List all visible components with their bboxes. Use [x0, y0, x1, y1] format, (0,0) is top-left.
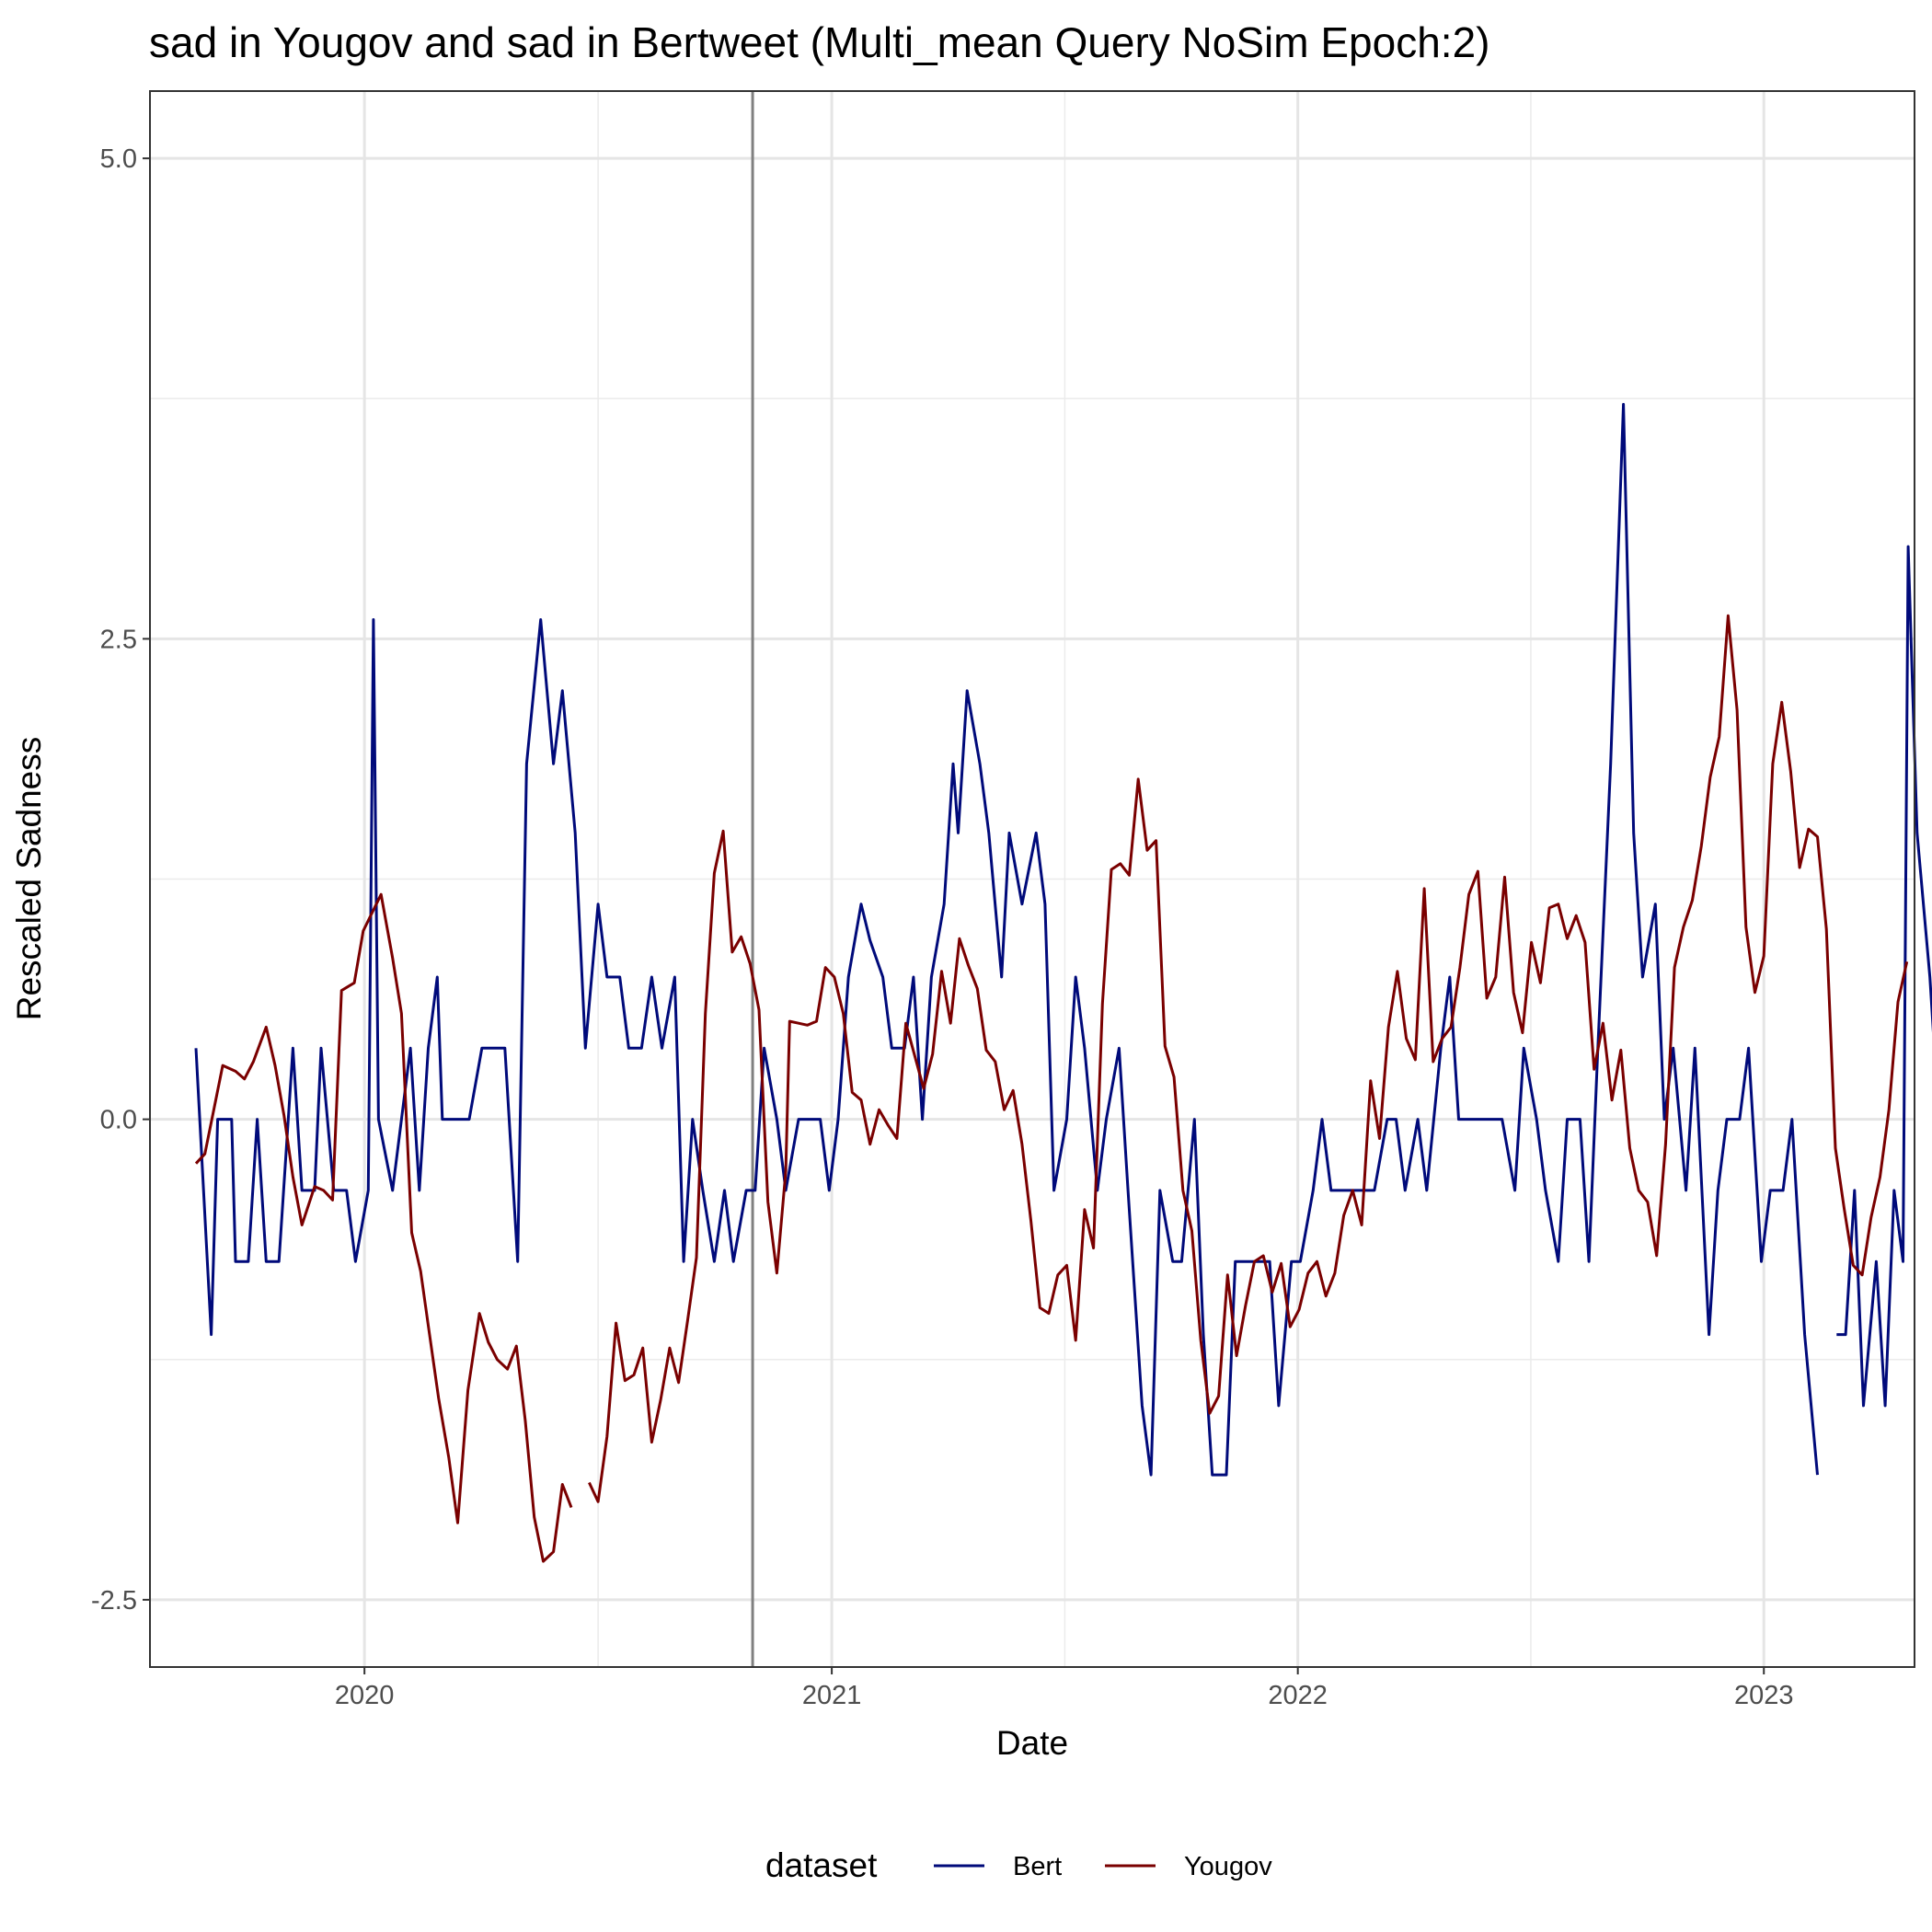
- y-tick-label: 5.0: [100, 144, 137, 174]
- series-line-bert: [194, 403, 1932, 1477]
- x-axis-title: Date: [996, 1724, 1068, 1762]
- x-tick-label: 2022: [1268, 1681, 1328, 1710]
- x-tick-label: 2021: [802, 1681, 862, 1710]
- plot-grid: [150, 91, 1915, 1667]
- y-tick-label: -2.5: [91, 1586, 137, 1616]
- x-tick-label: 2020: [335, 1681, 395, 1710]
- chart-title: sad in Yougov and sad in Bertweet (Multi…: [149, 18, 1489, 66]
- x-tick-label: 2023: [1734, 1681, 1794, 1710]
- y-tick-label: 0.0: [100, 1106, 137, 1135]
- y-axis-title: Rescaled Sadness: [10, 737, 48, 1021]
- series-line-yougov: [194, 614, 1909, 1563]
- legend-label-bert: Bert: [1013, 1852, 1062, 1881]
- series-group: [194, 403, 1932, 1563]
- legend-label-yougov: Yougov: [1184, 1852, 1272, 1881]
- plot-panel-border: [149, 90, 1915, 1668]
- y-tick-label: 2.5: [100, 625, 137, 654]
- legend: dataset Bert Yougov: [765, 1846, 1272, 1884]
- legend-title: dataset: [765, 1846, 878, 1884]
- y-axis: -2.5 0.0 2.5 5.0: [91, 144, 150, 1616]
- x-axis: 2020 2021 2022 2023: [335, 1667, 1794, 1710]
